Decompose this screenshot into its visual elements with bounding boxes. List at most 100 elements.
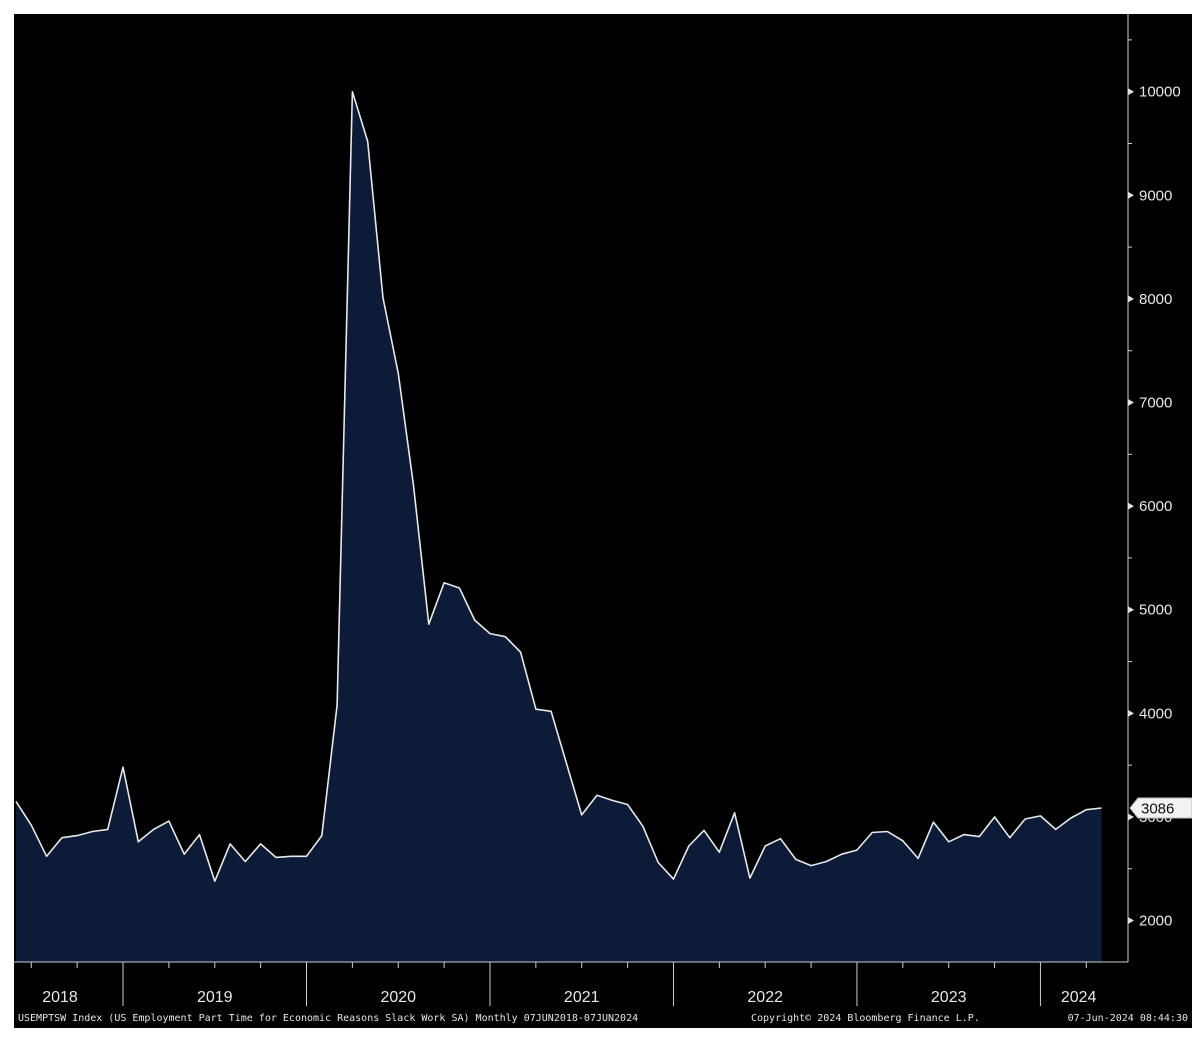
- data-point: [305, 855, 307, 857]
- data-point: [458, 587, 460, 589]
- x-year-label: 2018: [42, 989, 78, 1006]
- y-tick-label: 8000: [1139, 291, 1172, 308]
- data-point: [45, 855, 47, 857]
- x-year-label: 2023: [931, 989, 967, 1006]
- data-point: [1009, 837, 1011, 839]
- data-point: [779, 838, 781, 840]
- last-value-marker: [1129, 797, 1192, 819]
- data-point: [795, 858, 797, 860]
- data-point: [76, 834, 78, 836]
- data-point: [565, 762, 567, 764]
- data-point: [168, 820, 170, 822]
- data-point: [841, 853, 843, 855]
- data-point: [825, 860, 827, 862]
- data-point: [688, 845, 690, 847]
- data-point: [810, 864, 812, 866]
- x-year-label: 2022: [747, 989, 783, 1006]
- y-major-tick: [1128, 709, 1134, 717]
- y-tick-label: 2000: [1139, 913, 1172, 930]
- data-point: [642, 825, 644, 827]
- data-point: [596, 794, 598, 796]
- data-point: [412, 484, 414, 486]
- data-point: [611, 799, 613, 801]
- data-point: [489, 632, 491, 634]
- data-point: [535, 708, 537, 710]
- data-point: [581, 814, 583, 816]
- x-year-label: 2021: [564, 989, 600, 1006]
- data-point: [749, 877, 751, 879]
- data-point: [290, 855, 292, 857]
- axes: 2000300040005000600070008000900010000201…: [14, 14, 1192, 1006]
- y-major-tick: [1128, 88, 1134, 96]
- data-point: [550, 710, 552, 712]
- y-tick-label: 9000: [1139, 187, 1172, 204]
- data-point: [321, 834, 323, 836]
- y-tick-label: 6000: [1139, 498, 1172, 515]
- data-point: [152, 828, 154, 830]
- x-year-label: 2020: [380, 989, 416, 1006]
- x-year-label: 2024: [1061, 989, 1097, 1006]
- data-point: [672, 878, 674, 880]
- data-point: [183, 853, 185, 855]
- data-point: [474, 619, 476, 621]
- chart-footer: USEMPTSW Index (US Employment Part Time …: [18, 1013, 1188, 1024]
- data-point: [657, 861, 659, 863]
- data-point: [902, 840, 904, 842]
- data-point: [275, 856, 277, 858]
- footer-copyright: Copyright© 2024 Bloomberg Finance L.P.: [751, 1013, 980, 1024]
- data-point: [978, 835, 980, 837]
- data-point: [626, 803, 628, 805]
- data-point: [519, 651, 521, 653]
- data-point: [91, 830, 93, 832]
- data-point: [259, 843, 261, 845]
- y-tick-label: 7000: [1139, 395, 1172, 412]
- data-point: [1070, 817, 1072, 819]
- data-point: [61, 837, 63, 839]
- data-point: [948, 841, 950, 843]
- data-point: [764, 845, 766, 847]
- series-line: [15, 90, 1102, 883]
- y-major-tick: [1128, 917, 1134, 925]
- footer-description: USEMPTSW Index (US Employment Part Time …: [18, 1013, 638, 1024]
- data-point: [1055, 828, 1057, 830]
- data-point: [244, 860, 246, 862]
- data-point: [15, 800, 17, 802]
- data-point: [871, 831, 873, 833]
- data-point: [351, 91, 353, 93]
- bloomberg-area-chart: 2000300040005000600070008000900010000201…: [14, 14, 1192, 1024]
- series-area-fill: [16, 91, 1102, 962]
- data-point: [504, 636, 506, 638]
- data-point: [963, 833, 965, 835]
- data-point: [886, 830, 888, 832]
- data-point: [122, 766, 124, 768]
- data-point: [856, 849, 858, 851]
- data-point: [993, 816, 995, 818]
- plot-area: [15, 90, 1102, 962]
- y-major-tick: [1128, 606, 1134, 614]
- y-tick-label: 5000: [1139, 602, 1172, 619]
- data-point: [932, 821, 934, 823]
- data-point: [30, 824, 32, 826]
- y-tick-label: 4000: [1139, 705, 1172, 722]
- x-year-label: 2019: [197, 989, 233, 1006]
- data-point: [733, 812, 735, 814]
- data-point: [1085, 809, 1087, 811]
- chart-frame: 2000300040005000600070008000900010000201…: [14, 14, 1192, 1028]
- y-major-tick: [1128, 813, 1134, 821]
- data-point: [718, 851, 720, 853]
- y-major-tick: [1128, 295, 1134, 303]
- data-point: [703, 829, 705, 831]
- data-point: [198, 833, 200, 835]
- data-point: [367, 140, 369, 142]
- data-point: [1039, 815, 1041, 817]
- y-major-tick: [1128, 399, 1134, 407]
- last-value-label: 3086: [1141, 801, 1174, 818]
- data-point: [1024, 818, 1026, 820]
- data-point: [107, 828, 109, 830]
- data-point: [428, 623, 430, 625]
- y-major-tick: [1128, 191, 1134, 199]
- data-point: [336, 704, 338, 706]
- data-point: [397, 372, 399, 374]
- y-tick-label: 10000: [1139, 84, 1181, 101]
- data-point: [229, 843, 231, 845]
